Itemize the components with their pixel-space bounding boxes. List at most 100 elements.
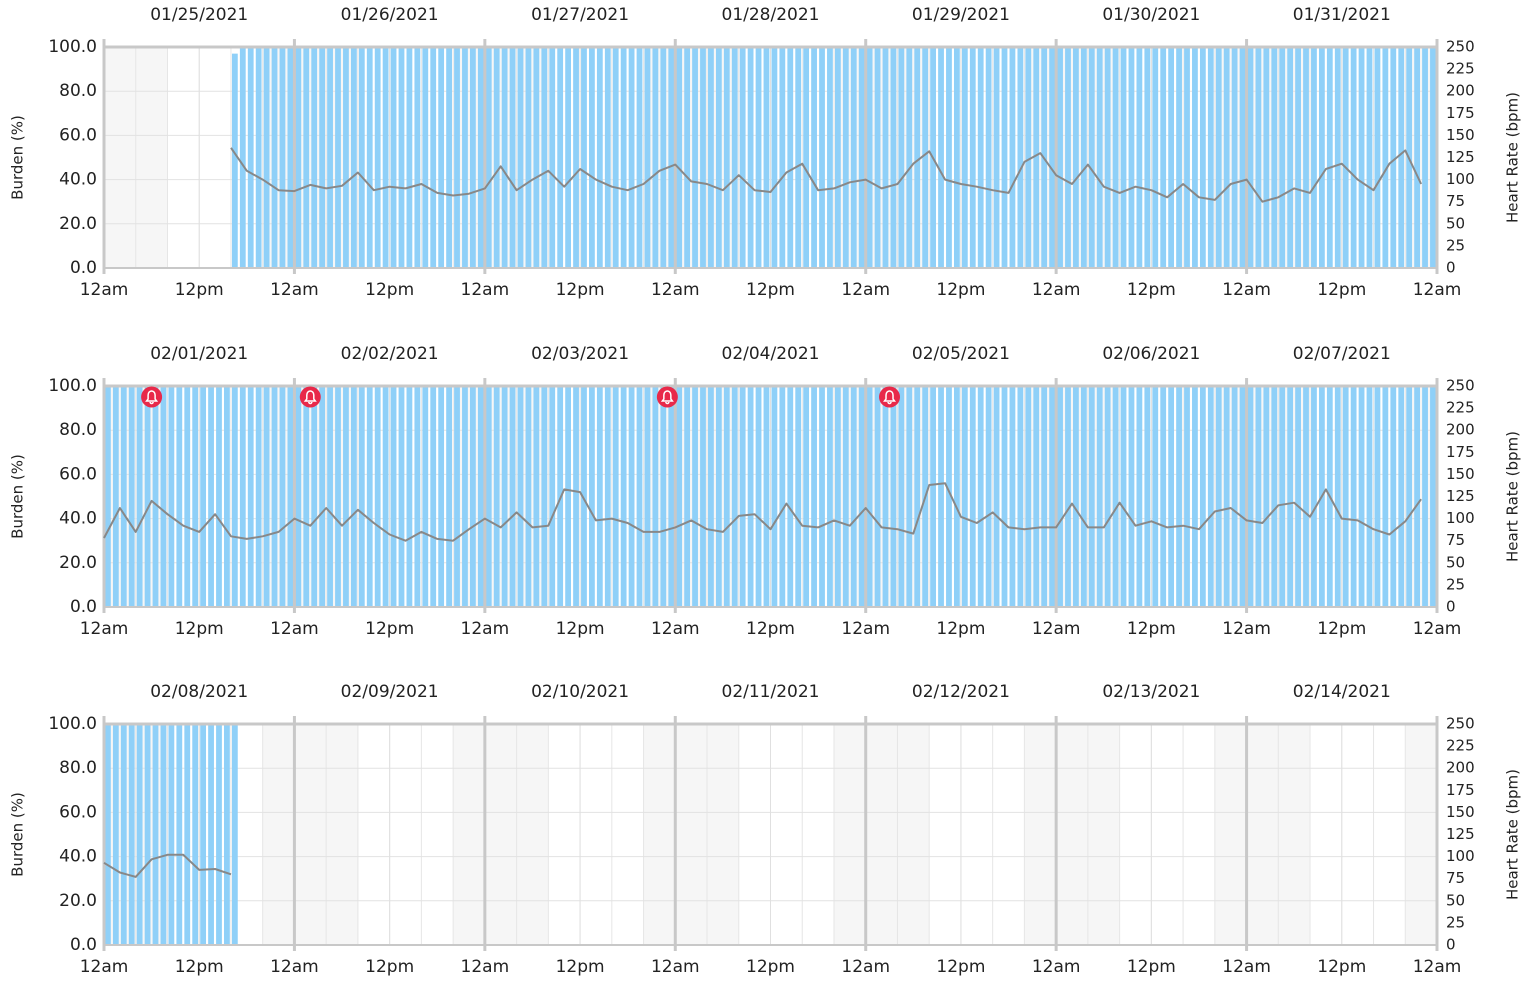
- burden-bar: [263, 47, 270, 268]
- burden-bar: [335, 47, 341, 268]
- burden-bar: [208, 724, 214, 945]
- y2-tick-label: 25: [1446, 575, 1465, 593]
- date-label: 02/14/2021: [1293, 682, 1391, 702]
- burden-bar: [874, 386, 881, 607]
- burden-bar: [620, 47, 627, 268]
- burden-bar: [1088, 47, 1095, 268]
- burden-bar: [517, 47, 524, 268]
- x-tick-label: 12am: [270, 957, 319, 977]
- burden-bar: [501, 47, 508, 268]
- x-tick-label: 12am: [841, 619, 890, 639]
- alert-bell: [303, 390, 317, 405]
- burden-bar: [1057, 386, 1063, 607]
- y2-tick-label: 250: [1446, 715, 1475, 733]
- date-label: 01/26/2021: [341, 5, 439, 25]
- burden-bar: [1192, 386, 1198, 607]
- burden-bar: [953, 386, 960, 607]
- burden-bar: [295, 386, 302, 607]
- burden-bar: [1271, 386, 1278, 607]
- burden-bar: [858, 386, 865, 607]
- burden-bar: [1366, 47, 1373, 268]
- burden-bar: [684, 386, 691, 607]
- burden-bar: [247, 386, 254, 607]
- night-shade: [1405, 724, 1437, 945]
- burden-bar: [120, 386, 127, 607]
- burden-bar: [263, 386, 270, 607]
- burden-bar: [1017, 386, 1024, 607]
- burden-bar: [1152, 386, 1159, 607]
- y2-tick-label: 0: [1446, 598, 1456, 616]
- burden-bar: [1112, 47, 1119, 268]
- burden-bar: [358, 47, 365, 268]
- burden-bar: [890, 386, 897, 607]
- night-shade: [1024, 47, 1120, 268]
- burden-bar: [1017, 47, 1024, 268]
- y2-tick-label: 250: [1446, 377, 1475, 395]
- burden-bar: [1350, 386, 1357, 607]
- y2-tick-label: 200: [1446, 421, 1475, 439]
- y2-tick-label: 125: [1446, 825, 1475, 843]
- burden-bar: [112, 386, 119, 607]
- burden-bar: [953, 47, 960, 268]
- burden-bar: [1263, 47, 1270, 268]
- night-shade: [833, 724, 930, 945]
- burden-bar: [1104, 386, 1111, 607]
- burden-bar: [906, 47, 913, 268]
- x-tick-label: 12pm: [936, 280, 985, 300]
- burden-bar: [430, 47, 437, 268]
- y2-axis-title: Heart Rate (bpm): [1504, 92, 1522, 223]
- burden-bar: [684, 47, 691, 268]
- burden-bar: [549, 47, 556, 268]
- burden-bar: [1128, 47, 1135, 268]
- burden-bar: [1215, 386, 1222, 607]
- burden-bar: [350, 386, 357, 607]
- burden-bar: [636, 47, 643, 268]
- y2-tick-label: 75: [1446, 869, 1465, 887]
- burden-bar: [105, 724, 111, 945]
- burden-bar: [1033, 47, 1040, 268]
- burden-bar: [200, 724, 207, 945]
- burden-bar: [533, 47, 540, 268]
- y2-tick-label: 0: [1446, 936, 1456, 954]
- burden-bar: [525, 386, 532, 607]
- night-shade: [1024, 386, 1120, 607]
- burden-bar: [152, 724, 159, 945]
- alert-icon: [656, 386, 678, 408]
- date-label: 02/06/2021: [1102, 344, 1200, 364]
- burden-bar: [1231, 386, 1238, 607]
- burden-bar: [1168, 386, 1175, 607]
- burden-bar: [112, 724, 119, 945]
- y2-tick-label: 225: [1446, 737, 1475, 755]
- heart-rate-line: [103, 853, 232, 878]
- burden-bar: [446, 47, 452, 268]
- night-shade: [643, 724, 739, 945]
- burden-bar: [477, 386, 484, 607]
- x-tick-label: 12am: [841, 957, 890, 977]
- burden-bar: [961, 47, 968, 268]
- alert-circle: [141, 386, 163, 408]
- burden-bar: [295, 47, 302, 268]
- date-label: 01/31/2021: [1293, 5, 1391, 25]
- burden-bar: [1303, 386, 1309, 607]
- y2-tick-label: 225: [1446, 399, 1475, 417]
- y2-tick-label: 175: [1446, 443, 1475, 461]
- burden-bar: [834, 386, 841, 607]
- y-tick-label: 0.0: [70, 935, 97, 955]
- burden-bar: [517, 386, 524, 607]
- burden-bar: [1422, 386, 1428, 607]
- burden-bar: [1088, 386, 1095, 607]
- burden-bar: [327, 386, 333, 607]
- burden-bar: [287, 386, 294, 607]
- x-tick-label: 12pm: [175, 619, 224, 639]
- night-shade: [1214, 47, 1311, 268]
- alert-icon: [299, 386, 321, 408]
- burden-bar: [644, 47, 651, 268]
- burden-bar: [612, 386, 619, 607]
- y-axis-title: Burden (%): [9, 115, 27, 200]
- burden-bar: [1199, 47, 1206, 268]
- burden-bar: [358, 386, 365, 607]
- alert-circle: [656, 386, 678, 408]
- y2-tick-label: 225: [1446, 60, 1475, 78]
- x-tick-label: 12pm: [746, 619, 795, 639]
- y2-tick-label: 25: [1446, 236, 1465, 254]
